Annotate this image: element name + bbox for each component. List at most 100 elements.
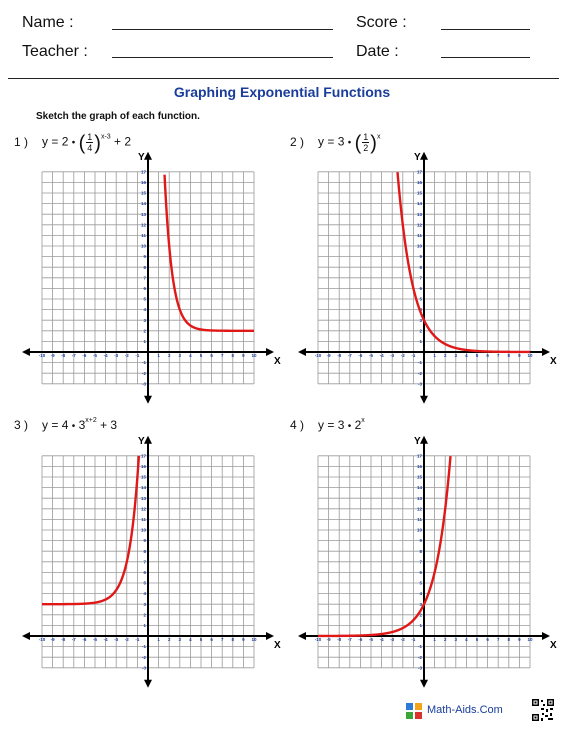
y-tick-label: 9	[419, 538, 422, 543]
x-tick-label: 8	[508, 353, 511, 358]
y-tick-label: 7	[419, 559, 422, 564]
y-tick-label: -2	[418, 371, 422, 376]
exponent: x-3	[100, 133, 111, 141]
x-tick-label: -7	[348, 353, 352, 358]
x-tick-label: -8	[61, 637, 65, 642]
y-tick-label: 1	[419, 623, 422, 628]
x-tick-label: -8	[337, 353, 341, 358]
y-tick-label: 6	[143, 570, 146, 575]
fraction-numerator: 1	[86, 132, 94, 143]
x-tick-label: -9	[327, 353, 331, 358]
y-tick-label: 14	[417, 201, 423, 206]
y-tick-label: 8	[419, 265, 422, 270]
y-axis-top-arrow	[420, 151, 428, 160]
y-tick-label: 17	[417, 169, 423, 174]
x-tick-label: 3	[179, 353, 182, 358]
y-tick-label: 6	[419, 286, 422, 291]
x-tick-label: 2	[168, 353, 171, 358]
x-tick-label: 4	[465, 353, 468, 358]
x-axis-left-arrow	[22, 632, 30, 640]
score-label: Score :	[356, 14, 407, 31]
x-tick-label: -7	[72, 353, 76, 358]
y-tick-label: 2	[143, 328, 146, 333]
eq-base: 3	[78, 418, 86, 432]
x-tick-label: 7	[497, 353, 500, 358]
y-tick-label: 13	[141, 496, 147, 501]
score-line[interactable]	[441, 29, 530, 30]
y-axis-letter: Y	[138, 152, 145, 163]
x-tick-label: -7	[348, 637, 352, 642]
left-paren: (	[354, 132, 362, 155]
y-tick-label: 2	[143, 612, 146, 617]
x-tick-label: -10	[315, 353, 322, 358]
x-tick-label: 6	[210, 353, 213, 358]
y-tick-label: 12	[417, 222, 423, 227]
eq-tail: + 3	[100, 418, 118, 432]
header-divider	[8, 78, 559, 79]
x-tick-label: 1	[157, 353, 160, 358]
y-tick-label: 9	[419, 254, 422, 259]
x-tick-label: -3	[390, 353, 394, 358]
x-tick-label: -7	[72, 637, 76, 642]
fraction-numerator: 1	[362, 132, 370, 143]
y-tick-label: -3	[142, 381, 146, 386]
y-tick-label: 5	[419, 581, 422, 586]
exponent: x	[376, 133, 381, 141]
x-tick-label: 6	[486, 637, 489, 642]
y-tick-label: 15	[141, 475, 147, 480]
x-tick-label: 3	[455, 353, 458, 358]
y-tick-label: 7	[143, 559, 146, 564]
y-tick-label: 13	[141, 212, 147, 217]
x-tick-label: -3	[114, 353, 118, 358]
x-tick-label: -5	[93, 637, 97, 642]
y-tick-label: -2	[142, 655, 146, 660]
x-tick-label: 2	[444, 637, 447, 642]
problem-4-equation: 4 ) y = 3 • 2x	[290, 417, 365, 434]
y-axis-bottom-arrow	[420, 395, 428, 404]
y-tick-label: 10	[417, 528, 423, 533]
x-tick-label: 4	[189, 637, 192, 642]
exponent: x+2	[85, 417, 97, 424]
teacher-line[interactable]	[112, 57, 333, 58]
problem-2-equation: 2 ) y = 3 • (1 2)x	[290, 132, 381, 155]
instructions: Sketch the graph of each function.	[36, 111, 200, 122]
y-tick-label: 4	[143, 307, 146, 312]
x-tick-label: -9	[51, 637, 55, 642]
x-tick-label: -1	[411, 353, 415, 358]
left-paren: (	[78, 132, 86, 155]
problem-number: 2 )	[290, 134, 305, 149]
x-tick-label: -5	[369, 353, 373, 358]
y-tick-label: 16	[141, 464, 147, 469]
y-tick-label: 12	[141, 222, 147, 227]
x-axis-letter: X	[274, 640, 281, 651]
y-tick-label: -1	[418, 360, 422, 365]
x-tick-label: -2	[125, 353, 129, 358]
y-tick-label: 8	[143, 265, 146, 270]
x-axis-letter: X	[550, 356, 557, 367]
y-tick-label: 9	[143, 538, 146, 543]
eq-tail: + 2	[114, 134, 132, 149]
x-tick-label: -9	[327, 637, 331, 642]
date-line[interactable]	[441, 57, 530, 58]
y-axis-top-arrow	[144, 151, 152, 160]
footer-site[interactable]: Math-Aids.Com	[427, 704, 503, 716]
x-tick-label: 10	[527, 637, 533, 642]
y-tick-label: 3	[419, 602, 422, 607]
multiply-dot: •	[71, 421, 76, 432]
x-axis-right-arrow	[542, 632, 550, 640]
y-tick-label: 6	[143, 286, 146, 291]
y-tick-label: 11	[417, 517, 422, 522]
y-tick-label: 5	[143, 297, 146, 302]
x-tick-label: 3	[455, 637, 458, 642]
eq-base: 2	[354, 418, 362, 432]
x-tick-label: 10	[251, 353, 257, 358]
multiply-dot: •	[347, 421, 352, 432]
name-line[interactable]	[112, 29, 333, 30]
x-tick-label: 7	[221, 353, 224, 358]
